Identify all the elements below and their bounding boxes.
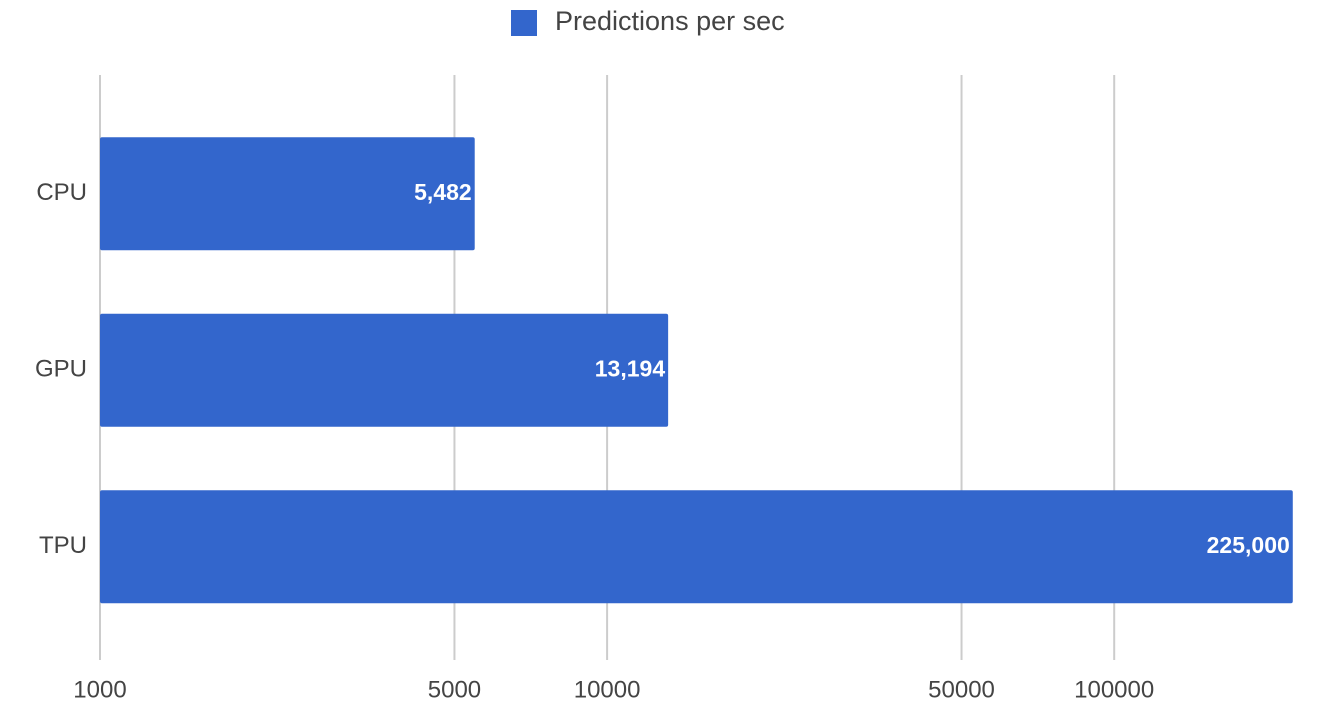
x-tick-label: 50000 xyxy=(928,676,995,703)
y-tick-label: TPU xyxy=(39,532,87,559)
x-tick-label: 10000 xyxy=(574,676,641,703)
x-tick-label: 5000 xyxy=(428,676,481,703)
x-tick-label: 100000 xyxy=(1074,676,1154,703)
y-tick-label: GPU xyxy=(35,356,87,383)
legend-label: Predictions per sec xyxy=(555,6,785,36)
value-label: 13,194 xyxy=(595,355,666,381)
value-label: 5,482 xyxy=(414,179,472,205)
bar xyxy=(100,313,669,427)
value-label: 225,000 xyxy=(1207,532,1290,558)
y-tick-label: CPU xyxy=(36,179,87,206)
bar xyxy=(100,137,475,251)
bar xyxy=(100,490,1293,604)
x-tick-label: 1000 xyxy=(73,676,126,703)
legend-swatch xyxy=(511,10,537,36)
